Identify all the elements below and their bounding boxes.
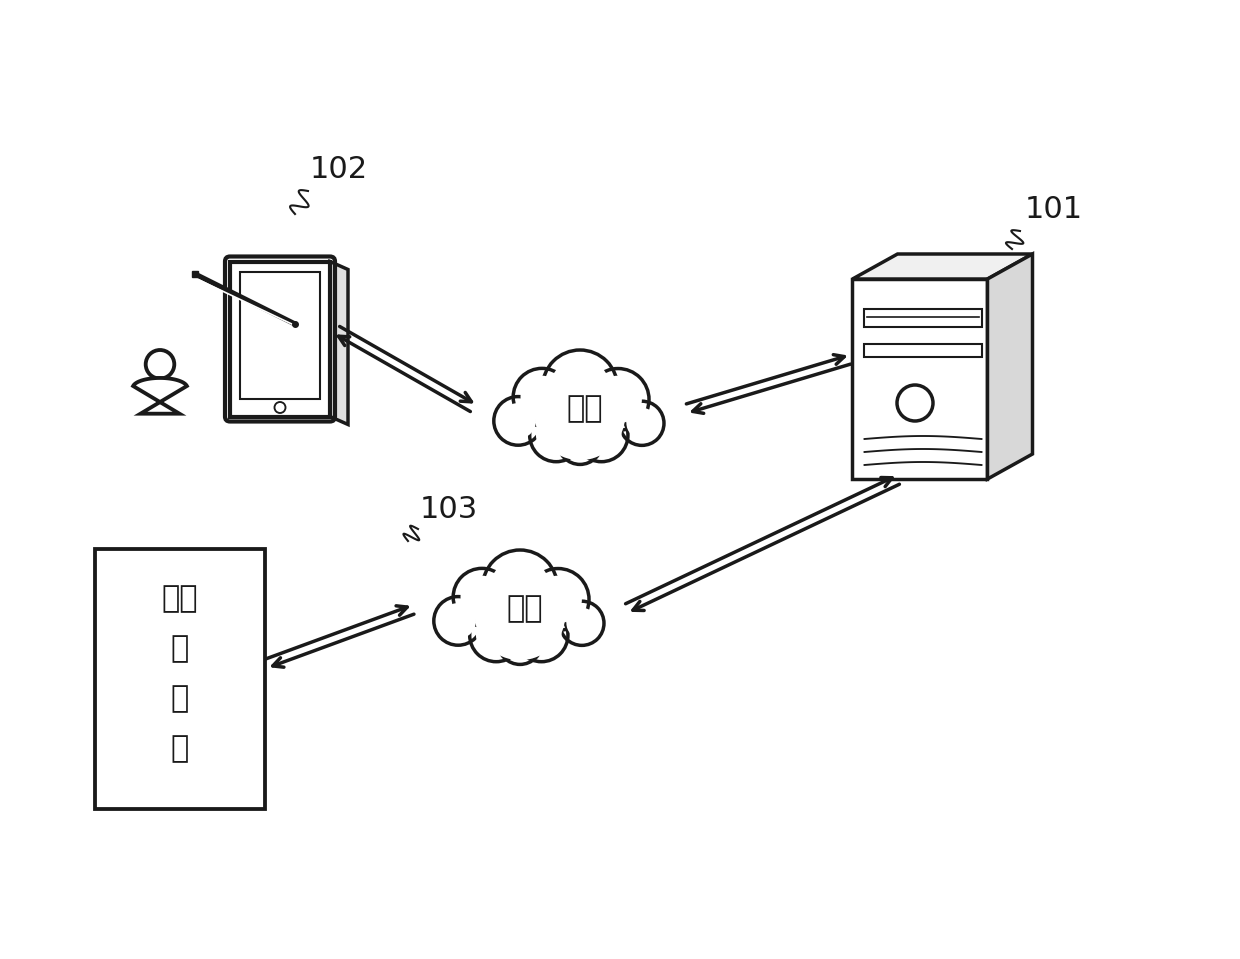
Circle shape [482, 550, 558, 625]
Circle shape [521, 376, 563, 418]
Circle shape [440, 603, 476, 639]
Circle shape [146, 350, 175, 379]
Polygon shape [241, 271, 320, 399]
Polygon shape [987, 254, 1033, 479]
Text: 103: 103 [420, 495, 479, 524]
Circle shape [582, 415, 621, 456]
Circle shape [475, 570, 565, 660]
Circle shape [559, 601, 604, 645]
Circle shape [534, 575, 582, 623]
Polygon shape [864, 309, 982, 327]
Circle shape [534, 370, 625, 460]
Circle shape [505, 627, 536, 658]
Polygon shape [229, 262, 330, 416]
FancyBboxPatch shape [95, 549, 265, 809]
Circle shape [500, 403, 536, 439]
Circle shape [498, 620, 542, 665]
Circle shape [470, 609, 523, 662]
Text: 网络: 网络 [507, 595, 543, 623]
Circle shape [494, 397, 542, 445]
Circle shape [626, 408, 657, 439]
Circle shape [558, 420, 603, 464]
Circle shape [274, 402, 285, 413]
Circle shape [575, 409, 627, 461]
Polygon shape [330, 262, 348, 425]
Circle shape [567, 608, 598, 639]
Text: 102: 102 [310, 155, 368, 184]
Circle shape [476, 615, 516, 655]
Polygon shape [864, 344, 982, 357]
Text: 换: 换 [171, 635, 190, 664]
Circle shape [460, 575, 503, 619]
Circle shape [536, 415, 577, 456]
Circle shape [529, 409, 583, 461]
Text: 目标: 目标 [161, 584, 198, 614]
Text: 柜: 柜 [171, 735, 190, 763]
Circle shape [564, 427, 595, 457]
Circle shape [587, 368, 649, 431]
Circle shape [551, 358, 610, 417]
Circle shape [513, 368, 570, 426]
Circle shape [434, 596, 482, 645]
Circle shape [542, 350, 618, 425]
Polygon shape [852, 254, 1033, 279]
Text: 电: 电 [171, 685, 190, 713]
Circle shape [594, 376, 642, 423]
Circle shape [453, 569, 511, 626]
Circle shape [515, 609, 568, 662]
Polygon shape [852, 279, 987, 479]
Circle shape [620, 401, 663, 445]
Text: 网络: 网络 [567, 394, 603, 424]
Polygon shape [133, 378, 187, 413]
Circle shape [521, 615, 562, 655]
Circle shape [490, 558, 549, 618]
Text: 101: 101 [1025, 195, 1083, 224]
Circle shape [527, 569, 589, 630]
